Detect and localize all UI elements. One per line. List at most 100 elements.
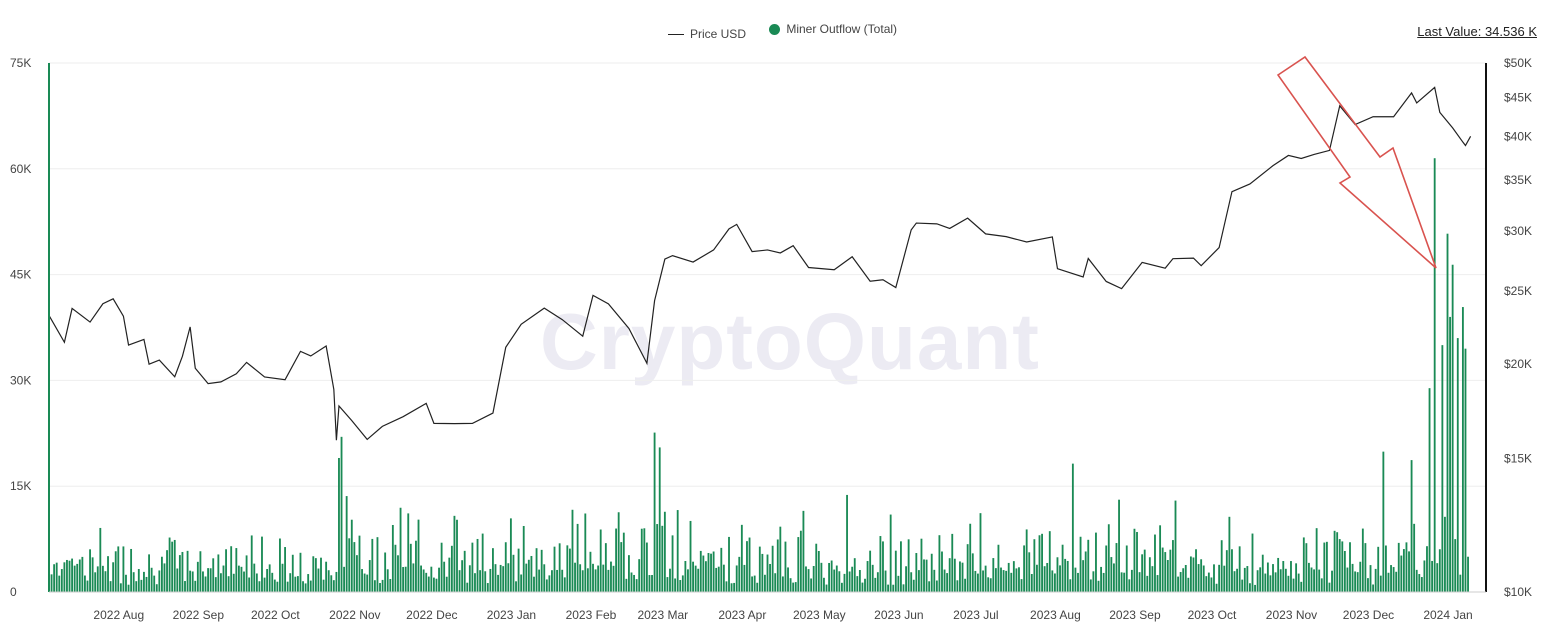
outflow-bar[interactable] [556,569,558,592]
outflow-bar[interactable] [1156,575,1159,592]
outflow-bar[interactable] [148,554,150,592]
outflow-bar[interactable] [468,565,471,592]
outflow-bar[interactable] [150,567,153,592]
outflow-bar[interactable] [220,573,222,592]
outflow-bar[interactable] [982,570,984,592]
outflow-bar[interactable] [563,577,566,592]
outflow-bar[interactable] [689,520,692,592]
outflow-bar[interactable] [1097,580,1100,592]
outflow-bar[interactable] [566,545,569,592]
outflow-bar[interactable] [658,447,661,592]
outflow-bar[interactable] [1243,567,1246,592]
outflow-bar[interactable] [415,540,417,592]
outflow-bar[interactable] [530,555,533,592]
outflow-bar[interactable] [710,553,712,592]
outflow-bar[interactable] [1220,540,1223,592]
outflow-bar[interactable] [166,550,168,592]
outflow-bar[interactable] [422,569,425,592]
outflow-bar[interactable] [168,537,171,592]
outflow-bar[interactable] [235,548,238,592]
outflow-bar[interactable] [307,574,310,592]
outflow-bar[interactable] [856,576,859,592]
outflow-bar[interactable] [1041,533,1043,592]
outflow-bar[interactable] [356,555,358,592]
outflow-bar[interactable] [1154,534,1156,592]
outflow-bar[interactable] [961,562,964,592]
outflow-bar[interactable] [502,566,505,592]
outflow-bar[interactable] [948,558,951,592]
outflow-bar[interactable] [202,571,204,592]
outflow-bar[interactable] [1308,562,1310,592]
outflow-bar[interactable] [648,575,651,592]
outflow-bar[interactable] [612,565,615,592]
outflow-bar[interactable] [538,569,541,592]
outflow-bar[interactable] [60,569,63,592]
outflow-bar[interactable] [728,536,730,592]
outflow-bar[interactable] [1125,545,1128,592]
outflow-bar[interactable] [273,579,276,592]
outflow-bar[interactable] [1146,575,1149,592]
outflow-bar[interactable] [348,538,351,592]
outflow-bar[interactable] [717,566,720,592]
outflow-bar[interactable] [1323,542,1326,592]
outflow-bar[interactable] [1410,460,1413,592]
outflow-bar[interactable] [997,544,1000,592]
outflow-bar[interactable] [55,562,58,592]
outflow-bar[interactable] [1172,540,1174,592]
outflow-bar[interactable] [1048,531,1051,592]
outflow-bar[interactable] [671,535,674,592]
outflow-bar[interactable] [607,569,610,592]
outflow-bar[interactable] [1018,567,1020,592]
outflow-bar[interactable] [135,581,138,592]
outflow-bar[interactable] [543,564,546,592]
outflow-bar[interactable] [579,564,582,592]
outflow-bar[interactable] [1282,561,1285,592]
outflow-bar[interactable] [1133,528,1136,592]
outflow-bar[interactable] [1187,577,1190,592]
outflow-bar[interactable] [86,580,89,592]
outflow-bar[interactable] [84,575,86,592]
outflow-bar[interactable] [199,551,202,592]
outflow-bar[interactable] [432,577,435,592]
outflow-bar[interactable] [1397,542,1400,592]
outflow-bar[interactable] [835,565,838,592]
outflow-bar[interactable] [91,557,94,592]
outflow-bar[interactable] [517,548,520,592]
outflow-bar[interactable] [225,549,227,592]
outflow-bar[interactable] [1256,570,1259,592]
outflow-bar[interactable] [1246,566,1249,592]
outflow-bar[interactable] [992,558,995,592]
outflow-bar[interactable] [884,570,887,592]
outflow-bar[interactable] [761,553,764,592]
outflow-bar[interactable] [1151,566,1154,592]
outflow-bar[interactable] [861,582,864,592]
outflow-bar[interactable] [1390,565,1392,592]
outflow-bar[interactable] [1338,539,1341,592]
outflow-bar[interactable] [479,570,482,592]
price-line[interactable] [48,86,1472,441]
outflow-bar[interactable] [935,580,938,593]
outflow-bar[interactable] [522,525,525,592]
outflow-bar[interactable] [94,572,97,592]
outflow-bar[interactable] [266,569,269,592]
outflow-bar[interactable] [776,539,779,592]
outflow-bar[interactable] [817,551,820,592]
outflow-bar[interactable] [1215,583,1218,592]
outflow-bar[interactable] [230,546,233,592]
outflow-bar[interactable] [979,513,982,592]
outflow-bar[interactable] [184,581,186,592]
outflow-bar[interactable] [1056,557,1059,592]
outflow-bar[interactable] [196,561,199,592]
outflow-bar[interactable] [1328,582,1331,592]
outflow-bar[interactable] [471,542,474,592]
outflow-bar[interactable] [1436,563,1439,592]
outflow-bar[interactable] [427,576,430,592]
outflow-bar[interactable] [492,548,494,592]
outflow-bar[interactable] [1179,572,1182,592]
outflow-bar[interactable] [746,541,748,592]
outflow-bar[interactable] [389,578,392,592]
outflow-bar[interactable] [620,542,623,592]
outflow-bar[interactable] [143,571,145,592]
outflow-bar[interactable] [751,576,754,592]
outflow-bar[interactable] [376,537,379,592]
